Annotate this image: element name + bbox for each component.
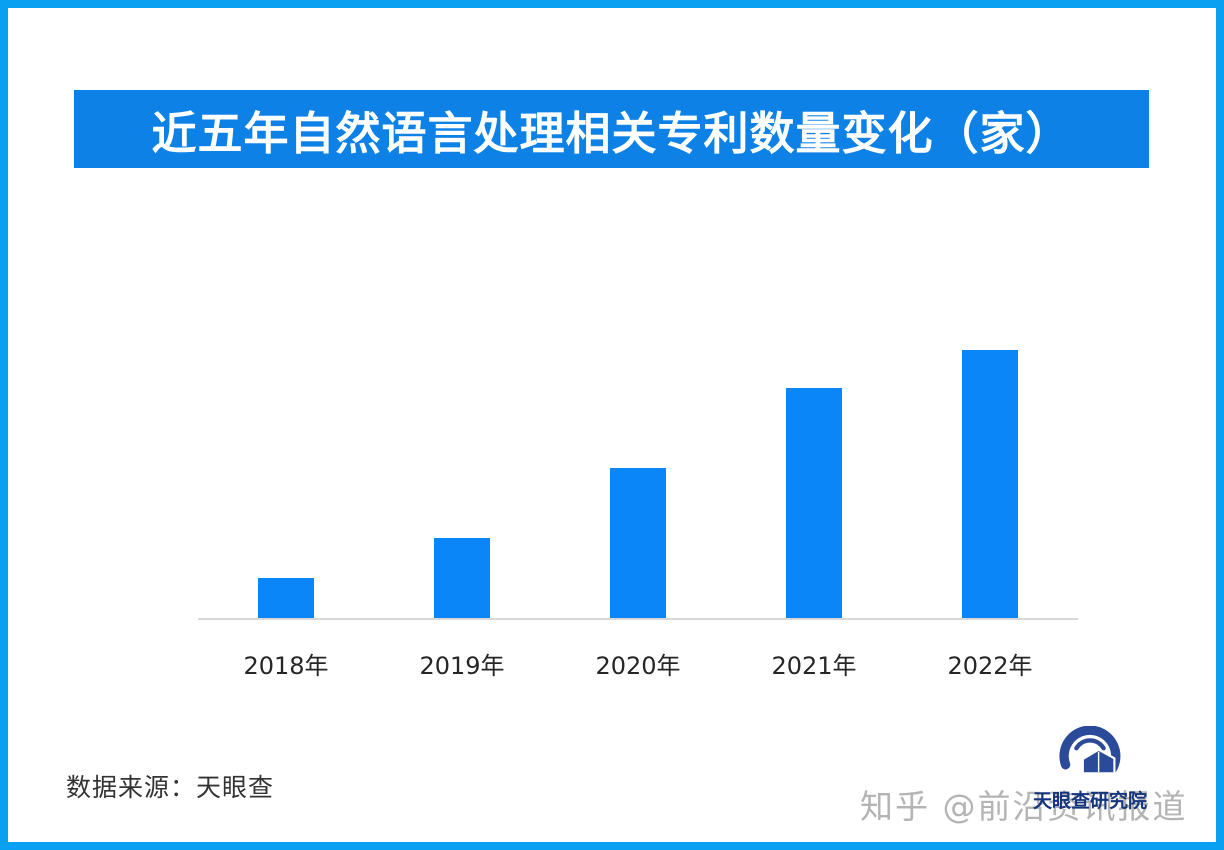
bars-row bbox=[198, 322, 1078, 618]
zhihu-watermark: 知乎 @前沿资讯报道 bbox=[860, 787, 1188, 826]
bar-cell bbox=[902, 322, 1078, 618]
bar-chart: 2018年 2019年 2020年 2021年 2022年 bbox=[198, 322, 1078, 681]
tianyancha-logo-label: 天眼查研究院 bbox=[1032, 790, 1147, 812]
bar-cell bbox=[726, 322, 902, 618]
tianyancha-logo-icon bbox=[1030, 726, 1150, 782]
x-axis-labels: 2018年 2019年 2020年 2021年 2022年 bbox=[198, 646, 1078, 681]
x-axis-line bbox=[198, 618, 1078, 620]
x-tick-label: 2020年 bbox=[595, 652, 681, 680]
chart-title-banner: 近五年自然语言处理相关专利数量变化（家） bbox=[74, 90, 1149, 168]
bar-2019年 bbox=[434, 538, 490, 618]
data-source-note: 数据来源：天眼查 bbox=[66, 773, 275, 802]
x-tick-label: 2018年 bbox=[243, 652, 329, 680]
bar-2020年 bbox=[610, 468, 666, 618]
x-tick-label: 2019年 bbox=[419, 652, 505, 680]
bar-cell bbox=[374, 322, 550, 618]
x-tick-label: 2022年 bbox=[947, 652, 1033, 680]
bar-2022年 bbox=[962, 350, 1018, 618]
bar-cell bbox=[550, 322, 726, 618]
bar-cell bbox=[198, 322, 374, 618]
bar-2018年 bbox=[258, 578, 314, 618]
x-tick-label: 2021年 bbox=[771, 652, 857, 680]
tianyancha-research-logo: 天眼查研究院 bbox=[1030, 726, 1150, 813]
bar-2021年 bbox=[786, 388, 842, 618]
